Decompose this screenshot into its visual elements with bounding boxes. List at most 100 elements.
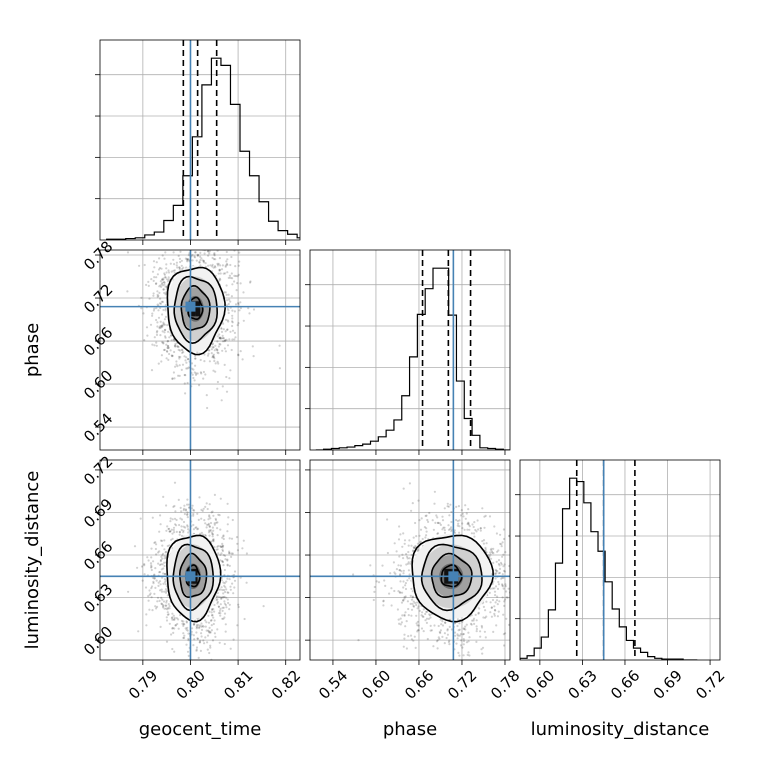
sample-point [503,604,506,608]
sample-point [201,624,204,628]
sample-point [498,571,501,575]
sample-point [199,358,202,362]
sample-point [464,504,467,507]
sample-point [163,331,166,334]
sample-point [233,586,236,589]
sample-point [400,621,403,624]
sample-point [410,509,413,512]
sample-point [435,640,439,643]
sample-point [179,250,182,253]
sample-point [402,586,405,589]
sample-point [503,644,506,647]
sample-point [461,512,464,515]
sample-point [216,527,219,530]
sample-point [152,292,155,295]
sample-point [164,307,167,310]
sample-point [167,527,170,531]
sample-point [501,555,504,558]
sample-point [490,606,493,609]
sample-point [401,614,404,617]
sample-point [208,503,211,506]
sample-point [497,610,500,613]
sample-point [160,285,163,288]
sample-point [197,624,200,627]
sample-point [178,523,181,527]
sample-point [207,614,210,617]
sample-point [503,570,507,573]
sample-point [213,265,217,268]
sample-point [228,298,231,301]
sample-point [220,552,223,555]
sample-point [159,280,162,283]
sample-point [194,251,197,254]
sample-point [458,622,461,625]
sample-point [211,614,214,617]
sample-point [216,380,219,384]
sample-point [407,561,410,564]
sample-point [221,349,224,352]
sample-point [166,324,169,327]
sample-point [405,647,408,650]
sample-point [166,525,169,528]
sample-point [187,248,189,250]
sample-point [220,399,223,402]
sample-point [237,303,240,306]
sample-point [411,596,414,599]
sample-point [229,588,232,591]
sample-point [185,356,188,359]
sample-point [161,278,164,281]
sample-point [490,547,493,550]
sample-point [230,272,233,275]
sample-point [389,572,392,575]
sample-point [456,633,459,636]
sample-point [399,573,402,576]
sample-point [177,498,180,501]
x-tick-label: 0.66 [401,666,437,702]
panel-content [127,481,265,660]
sample-point [209,530,212,533]
sample-point [222,606,225,609]
sample-point [182,507,186,510]
sample-point [483,630,486,633]
sample-point [453,529,456,532]
sample-point [162,278,165,281]
sample-point [429,616,432,619]
sample-point [499,561,503,565]
sample-point [169,530,172,533]
sample-point [412,604,415,608]
sample-point [205,523,209,526]
sample-point [231,324,234,328]
sample-point [205,502,208,505]
sample-point [453,622,456,625]
sample-point [207,349,210,352]
sample-point [153,266,156,269]
sample-point [501,596,504,599]
sample-point [153,344,156,347]
sample-point [219,247,221,249]
sample-point [491,587,494,590]
sample-point [216,360,219,363]
sample-point [211,346,214,349]
sample-point [400,570,403,573]
sample-point [507,587,510,590]
sample-point [497,580,500,584]
sample-point [228,537,231,540]
sample-point [413,635,416,638]
sample-point [457,522,460,525]
sample-point [186,503,189,506]
sample-point [152,260,156,263]
sample-point [186,381,189,385]
sample-point [161,554,164,557]
sample-point [238,251,241,254]
sample-point [195,631,198,634]
sample-point [446,502,449,505]
sample-point [446,633,449,636]
sample-point [437,636,440,639]
sample-point [522,563,524,565]
sample-point [482,542,485,545]
sample-point [511,621,513,623]
sample-point [145,624,148,627]
sample-point [449,503,452,506]
sample-point [191,373,194,376]
sample-point [153,336,156,339]
